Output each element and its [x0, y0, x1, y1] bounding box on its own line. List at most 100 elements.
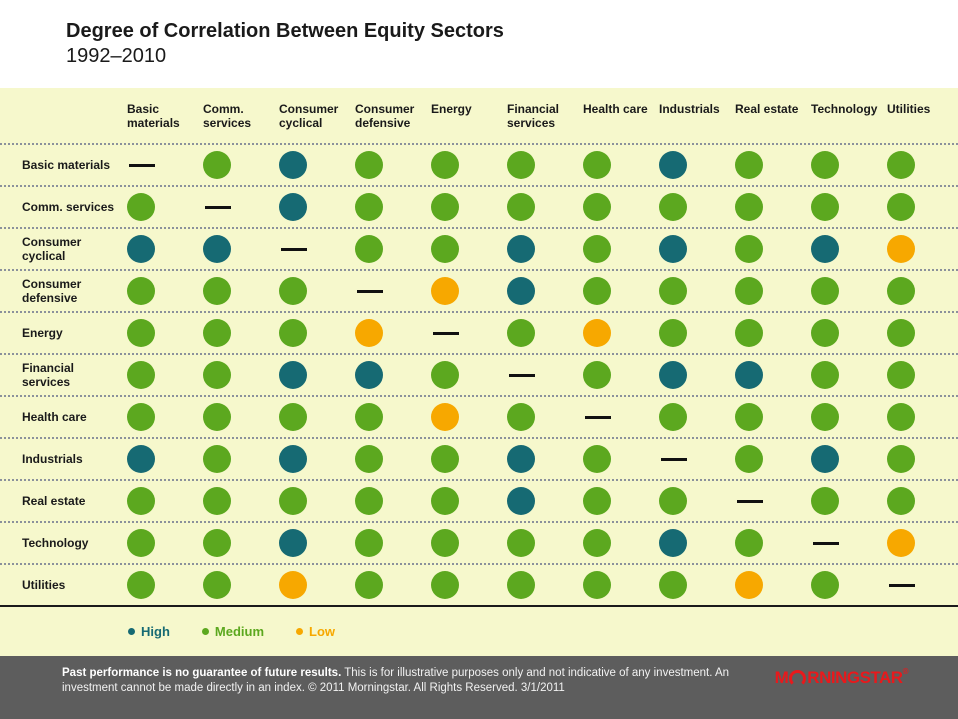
correlation-dot-low [355, 319, 383, 347]
correlation-dot-high [507, 487, 535, 515]
correlation-dot-medium [811, 487, 839, 515]
row-label: Basic materials [22, 158, 111, 172]
correlation-dot-medium [811, 361, 839, 389]
correlation-dot-medium [507, 529, 535, 557]
table-row: Industrials [0, 437, 958, 479]
correlation-dot-medium [887, 319, 915, 347]
correlation-dot-medium [355, 571, 383, 599]
matrix-cell [887, 487, 958, 515]
correlation-dot-medium [355, 403, 383, 431]
matrix-cell [355, 235, 431, 263]
correlation-dot-medium [811, 571, 839, 599]
matrix-cell [583, 151, 659, 179]
diagonal-dash [205, 205, 231, 209]
legend-item-high: High [128, 624, 170, 639]
column-header: Utilities [887, 102, 931, 116]
matrix-cell [203, 151, 279, 179]
row-label: Financial services [22, 361, 75, 389]
matrix-cell [811, 235, 887, 263]
matrix-cell [127, 487, 203, 515]
matrix-cell [355, 361, 431, 389]
correlation-dot-medium [203, 529, 231, 557]
correlation-dot-medium [431, 235, 459, 263]
correlation-dot-medium [507, 571, 535, 599]
correlation-dot-medium [811, 193, 839, 221]
matrix-body: Basic materials Comm. services Consumer cy… [0, 143, 958, 605]
row-label: Consumer defensive [22, 277, 82, 305]
matrix-cell [431, 331, 507, 335]
matrix-cell [431, 403, 507, 431]
table-row: Technology [0, 521, 958, 563]
correlation-dot-high [659, 361, 687, 389]
matrix-cell [507, 235, 583, 263]
correlation-dot-medium [127, 571, 155, 599]
matrix-cell [203, 361, 279, 389]
footer-disclaimer-rest: This is for illustrative purposes only a… [62, 667, 730, 694]
diagonal-dash [509, 373, 535, 377]
correlation-dot-high [127, 235, 155, 263]
matrix-cell [887, 319, 958, 347]
correlation-dot-medium [203, 319, 231, 347]
diagonal-dash [661, 457, 687, 461]
correlation-dot-medium [583, 571, 611, 599]
matrix-cell [507, 319, 583, 347]
matrix-cell [583, 415, 659, 419]
diagonal-dash [737, 499, 763, 503]
correlation-dot-medium [811, 277, 839, 305]
matrix-cell [203, 445, 279, 473]
correlation-dot-medium [735, 529, 763, 557]
legend-item-low: Low [296, 624, 335, 639]
correlation-dot-medium [127, 319, 155, 347]
correlation-dot-high [203, 235, 231, 263]
correlation-dot-medium [887, 193, 915, 221]
correlation-dot-medium [811, 151, 839, 179]
correlation-dot-medium [127, 529, 155, 557]
correlation-dot-medium [355, 235, 383, 263]
matrix-cell [355, 403, 431, 431]
correlation-dot-medium [735, 445, 763, 473]
matrix-cell [659, 457, 735, 461]
correlation-dot-medium [127, 361, 155, 389]
matrix-cell [127, 403, 203, 431]
matrix-cell [659, 529, 735, 557]
matrix-cell [659, 403, 735, 431]
column-header: Financial services [507, 102, 560, 130]
matrix-cell [811, 193, 887, 221]
correlation-dot-medium [431, 193, 459, 221]
footer-disclaimer: Past performance is no guarantee of futu… [62, 666, 775, 696]
row-label: Real estate [22, 494, 86, 508]
correlation-dot-high [355, 361, 383, 389]
row-label: Industrials [22, 452, 83, 466]
column-header: Real estate [735, 102, 799, 116]
table-row: Health care [0, 395, 958, 437]
matrix-cell [811, 541, 887, 545]
matrix-cell [203, 529, 279, 557]
correlation-dot-medium [811, 319, 839, 347]
legend-bullet-icon [201, 628, 209, 635]
correlation-dot-high [279, 151, 307, 179]
table-row: Consumer cyclical [0, 227, 958, 269]
correlation-dot-low [279, 571, 307, 599]
correlation-dot-high [507, 445, 535, 473]
correlation-dot-low [583, 319, 611, 347]
correlation-matrix: Basic materials Comm. services Consumer cy… [0, 88, 958, 656]
footer: Past performance is no guarantee of futu… [0, 656, 958, 719]
matrix-cell [203, 205, 279, 209]
matrix-cell [735, 529, 811, 557]
row-label: Health care [22, 410, 87, 424]
correlation-dot-medium [203, 403, 231, 431]
matrix-cell [203, 235, 279, 263]
correlation-dot-medium [431, 487, 459, 515]
column-header: Comm. services [203, 102, 252, 130]
matrix-cell [583, 193, 659, 221]
row-label: Comm. services [22, 200, 115, 214]
matrix-cell [203, 487, 279, 515]
correlation-dot-medium [659, 571, 687, 599]
matrix-cell [507, 445, 583, 473]
matrix-cell [583, 277, 659, 305]
matrix-cell [811, 445, 887, 473]
diagonal-dash [129, 163, 155, 167]
matrix-cell [887, 583, 958, 587]
matrix-cell [127, 571, 203, 599]
correlation-dot-medium [811, 403, 839, 431]
